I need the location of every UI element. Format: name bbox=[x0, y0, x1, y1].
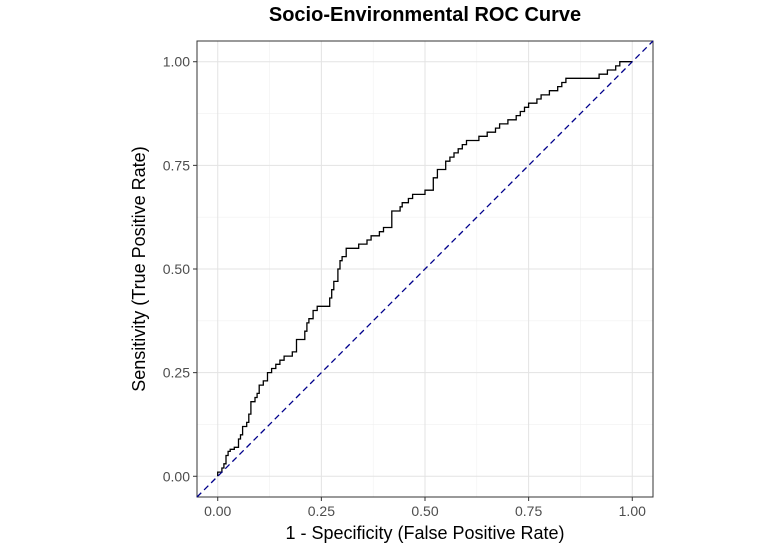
x-tick-label: 0.75 bbox=[515, 503, 542, 519]
y-axis-title: Sensitivity (True Positive Rate) bbox=[129, 146, 149, 391]
x-tick-label: 0.50 bbox=[411, 503, 438, 519]
x-tick-label: 1.00 bbox=[619, 503, 646, 519]
x-axis-title: 1 - Specificity (False Positive Rate) bbox=[285, 523, 564, 543]
y-tick-label: 0.75 bbox=[163, 157, 190, 173]
y-tick-label: 0.50 bbox=[163, 261, 190, 277]
roc-curve-line bbox=[217, 61, 633, 477]
x-tick-label: 0.00 bbox=[204, 503, 231, 519]
x-tick-label: 0.25 bbox=[308, 503, 335, 519]
y-tick-label: 1.00 bbox=[163, 54, 190, 70]
series-layer bbox=[196, 40, 654, 498]
reference-diagonal-line bbox=[196, 40, 654, 498]
chart-title: Socio-Environmental ROC Curve bbox=[268, 4, 582, 26]
y-tick-label: 0.25 bbox=[163, 365, 190, 381]
y-tick-label: 0.00 bbox=[163, 468, 190, 484]
axis-layer: 0.00 0.25 0.50 0.75 1.00 0.00 0.25 0.50 0.75 1.00 bbox=[163, 54, 646, 519]
